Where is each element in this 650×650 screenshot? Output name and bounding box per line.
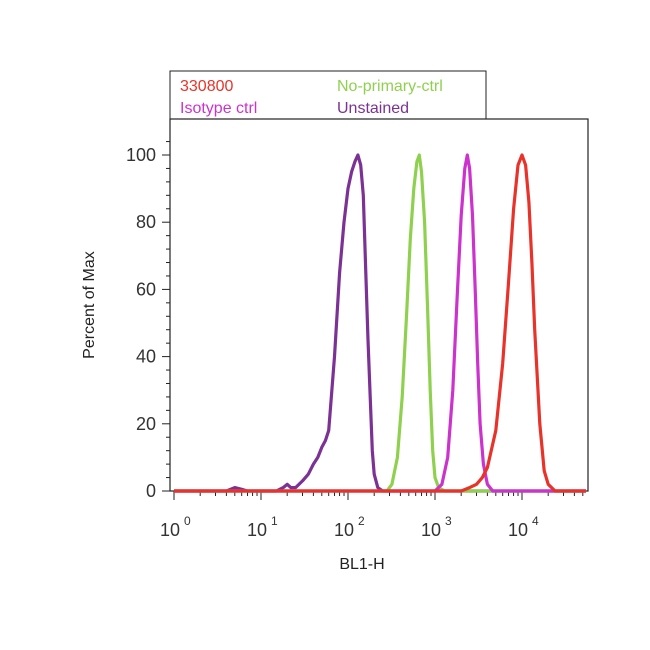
x-tick-exponent: 1 [271, 514, 278, 528]
y-axis-label: Percent of Max [81, 251, 98, 359]
series-line-330800 [174, 153, 586, 493]
y-tick-label: 40 [136, 347, 156, 367]
series-layer [174, 153, 586, 493]
legend-entry-unstained: Unstained [337, 100, 409, 117]
x-tick-exponent: 0 [184, 514, 191, 528]
legend-entry-no-primary-ctrl: No-primary-ctrl [337, 78, 443, 95]
x-tick-label: 10 1 [247, 514, 278, 540]
x-tick-base: 10 [247, 520, 267, 540]
legend-entry-330800: 330800 [180, 78, 233, 95]
x-tick-base: 10 [508, 520, 528, 540]
x-tick-base: 10 [160, 520, 180, 540]
x-tick-label: 10 4 [508, 514, 539, 540]
x-tick-base: 10 [334, 520, 354, 540]
x-tick-exponent: 4 [532, 514, 539, 528]
x-tick-label: 10 0 [160, 514, 191, 540]
y-axis-ticks: 0 20 40 60 80 100 [126, 141, 170, 501]
x-tick-label: 10 2 [334, 514, 365, 540]
series-line-isotype-ctrl [174, 153, 586, 493]
x-axis-ticks: 10 0 10 1 10 2 10 3 10 4 [160, 491, 584, 540]
series-line-unstained [174, 153, 586, 493]
y-tick-label: 20 [136, 414, 156, 434]
x-tick-base: 10 [421, 520, 441, 540]
x-tick-exponent: 2 [358, 514, 365, 528]
legend-entry-isotype-ctrl: Isotype ctrl [180, 100, 257, 117]
y-tick-label: 60 [136, 279, 156, 299]
x-tick-label: 10 3 [421, 514, 452, 540]
legend-box [169, 70, 487, 120]
series-line-no-primary-ctrl [174, 153, 586, 493]
x-tick-exponent: 3 [445, 514, 452, 528]
y-tick-label: 0 [146, 481, 156, 501]
y-tick-label: 80 [136, 212, 156, 232]
x-axis-label: BL1-H [339, 556, 384, 573]
y-tick-label: 100 [126, 145, 156, 165]
